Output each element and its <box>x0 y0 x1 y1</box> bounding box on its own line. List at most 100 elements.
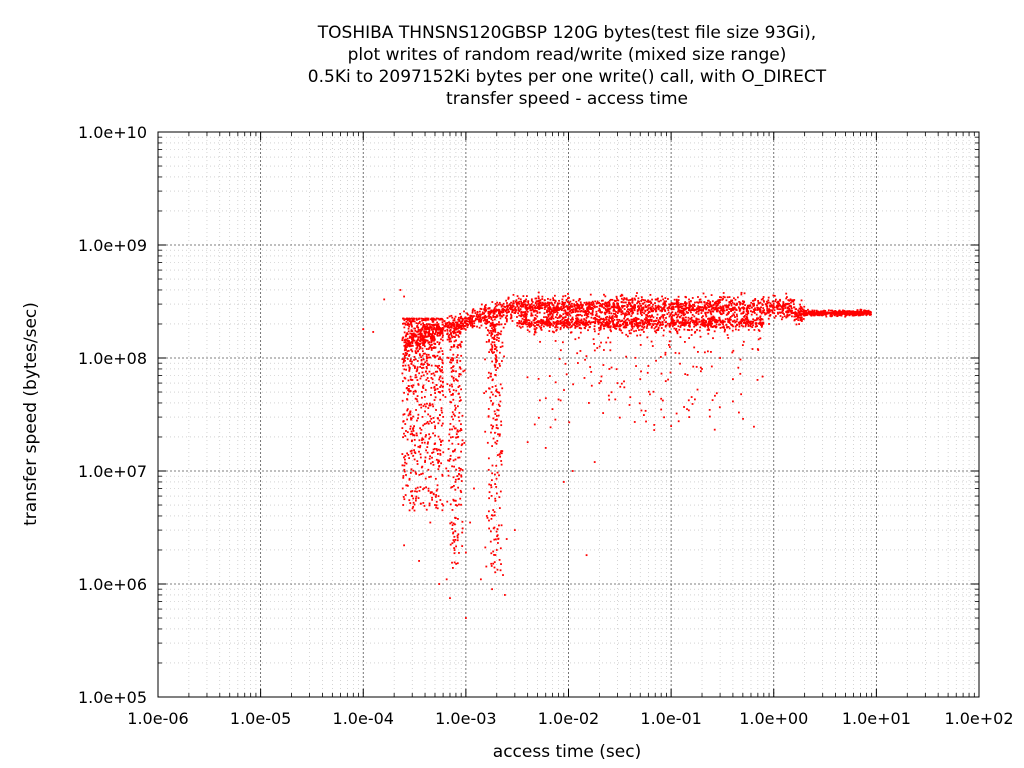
data-point <box>752 299 754 302</box>
data-point <box>538 308 540 311</box>
data-point <box>482 319 485 322</box>
data-point <box>652 303 654 306</box>
data-point <box>787 310 790 313</box>
data-point <box>485 326 488 329</box>
data-point <box>650 318 653 321</box>
data-point <box>821 314 824 317</box>
data-point <box>498 351 501 354</box>
data-point <box>446 500 449 503</box>
data-point <box>473 315 475 317</box>
data-point <box>439 347 442 350</box>
data-point <box>737 366 740 369</box>
data-point <box>722 298 724 300</box>
data-point <box>458 373 461 375</box>
data-point <box>811 312 814 315</box>
data-point <box>422 323 425 326</box>
data-point <box>701 306 704 308</box>
data-point <box>496 471 499 474</box>
data-point <box>406 323 409 326</box>
data-point <box>404 322 406 325</box>
data-point <box>510 314 513 317</box>
data-point <box>421 347 424 350</box>
data-point <box>677 313 680 316</box>
data-point <box>535 304 538 306</box>
data-point <box>500 463 503 466</box>
data-point <box>438 332 441 334</box>
data-point <box>626 306 628 308</box>
data-point <box>590 321 593 324</box>
data-point <box>585 314 588 317</box>
data-point <box>501 387 504 390</box>
data-point <box>428 341 431 343</box>
data-point <box>413 503 416 506</box>
data-point <box>625 355 628 358</box>
data-point <box>631 310 634 313</box>
data-point <box>564 324 566 327</box>
data-point <box>756 317 758 320</box>
data-point <box>698 301 701 303</box>
data-point <box>559 314 561 317</box>
data-point <box>495 356 498 359</box>
data-point <box>559 322 562 325</box>
data-point <box>787 299 790 301</box>
data-point <box>580 327 583 330</box>
data-point <box>493 554 495 556</box>
data-point <box>424 405 427 408</box>
data-point <box>628 308 631 311</box>
data-point <box>740 321 743 324</box>
data-point <box>719 321 722 324</box>
data-point <box>799 316 802 319</box>
data-point <box>421 327 424 329</box>
data-point <box>702 322 705 325</box>
data-point <box>868 311 870 314</box>
data-point <box>617 308 620 311</box>
data-point <box>717 301 720 304</box>
data-point <box>758 330 761 332</box>
data-point <box>571 470 574 472</box>
data-point <box>797 319 800 321</box>
data-point <box>542 302 545 305</box>
data-point <box>402 476 405 479</box>
data-point <box>627 311 630 313</box>
data-point <box>416 318 418 321</box>
data-point <box>549 308 551 310</box>
data-point <box>408 478 411 481</box>
data-point <box>643 323 645 326</box>
data-point <box>429 491 432 494</box>
data-point <box>410 336 413 338</box>
data-point <box>762 297 764 300</box>
data-point <box>525 305 527 308</box>
data-point <box>842 309 844 312</box>
data-point <box>753 309 756 312</box>
data-point <box>442 451 445 454</box>
data-point <box>404 345 407 348</box>
data-point <box>437 448 440 451</box>
data-point <box>651 310 653 312</box>
data-point <box>589 293 592 296</box>
data-point <box>442 394 445 396</box>
data-point <box>409 427 412 430</box>
data-point <box>620 320 623 323</box>
data-point <box>406 352 409 355</box>
data-point <box>734 321 737 324</box>
data-point <box>741 303 744 306</box>
data-point <box>605 311 608 314</box>
data-point <box>544 397 547 400</box>
data-point <box>566 297 569 300</box>
data-point <box>614 314 617 316</box>
data-point <box>738 325 741 328</box>
data-point <box>403 326 406 329</box>
data-point <box>562 301 564 304</box>
data-point <box>544 303 547 306</box>
data-point <box>855 311 857 314</box>
data-point <box>589 323 592 325</box>
data-point <box>681 319 684 321</box>
data-point <box>441 317 443 320</box>
data-point <box>815 311 818 314</box>
data-point <box>703 301 706 304</box>
data-point <box>701 324 704 327</box>
data-point <box>696 308 698 311</box>
data-point <box>780 311 783 314</box>
data-point <box>419 330 422 332</box>
